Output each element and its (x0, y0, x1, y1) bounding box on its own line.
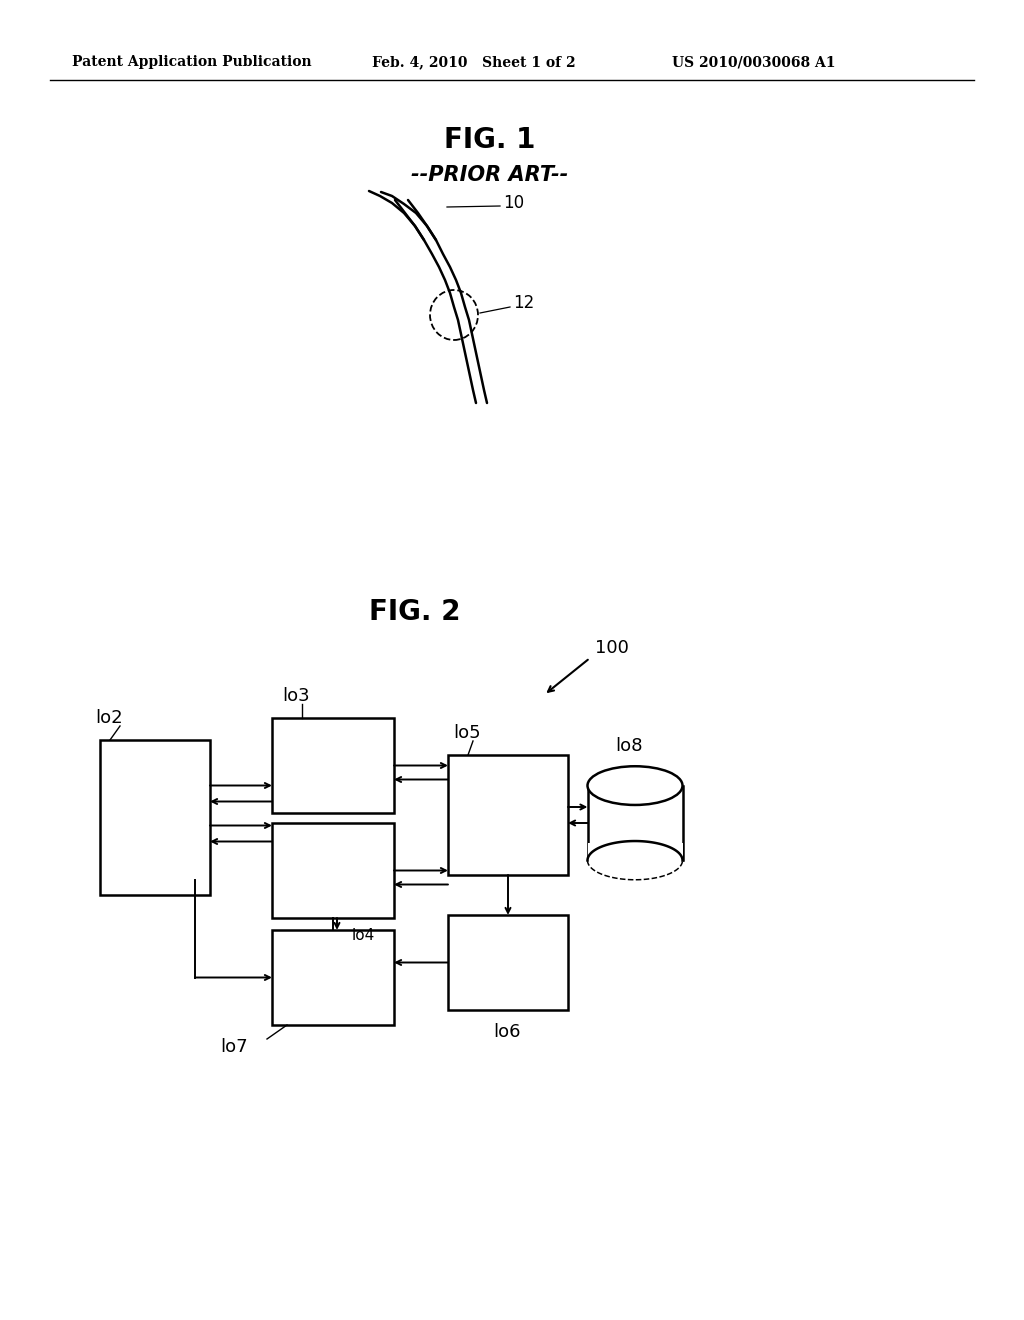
Ellipse shape (588, 841, 683, 879)
Text: FIG. 2: FIG. 2 (370, 598, 461, 626)
Text: lo3: lo3 (282, 686, 309, 705)
Bar (100, 741, 210, 895)
Text: 10: 10 (503, 194, 524, 213)
Text: lo6: lo6 (493, 1023, 520, 1041)
Bar (588, 842, 683, 878)
Text: lo2: lo2 (95, 709, 123, 727)
Text: lo8: lo8 (615, 737, 642, 755)
Text: 100: 100 (595, 639, 629, 657)
Bar (272, 718, 394, 813)
Text: Feb. 4, 2010   Sheet 1 of 2: Feb. 4, 2010 Sheet 1 of 2 (372, 55, 575, 69)
Text: lo5: lo5 (453, 723, 480, 742)
Bar (272, 822, 394, 917)
Text: --PRIOR ART--: --PRIOR ART-- (412, 165, 568, 185)
Text: lo7: lo7 (220, 1038, 248, 1056)
Text: lo4: lo4 (352, 928, 375, 944)
Text: FIG. 1: FIG. 1 (444, 125, 536, 154)
Ellipse shape (588, 766, 683, 805)
Bar (449, 755, 568, 875)
Bar (272, 931, 394, 1026)
Text: Patent Application Publication: Patent Application Publication (72, 55, 311, 69)
Text: US 2010/0030068 A1: US 2010/0030068 A1 (672, 55, 836, 69)
Bar (449, 915, 568, 1010)
Text: 12: 12 (513, 294, 535, 312)
